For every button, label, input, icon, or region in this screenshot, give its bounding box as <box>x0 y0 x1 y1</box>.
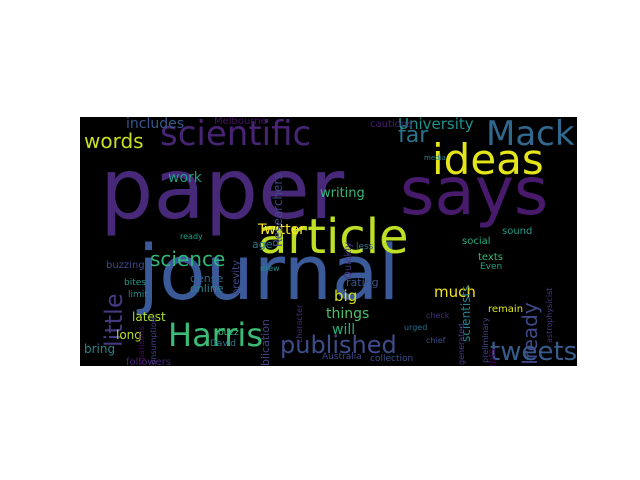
cloud-word: generated <box>457 323 466 365</box>
cloud-word: limit <box>128 290 148 300</box>
cloud-word: bring <box>84 342 116 356</box>
cloud-word: David <box>210 339 236 349</box>
cloud-word: check <box>426 311 450 320</box>
cloud-word: much <box>434 283 476 301</box>
cloud-word: long <box>116 328 142 342</box>
cloud-word: astrophysicist <box>545 287 554 343</box>
cloud-word: journal <box>138 228 400 317</box>
cloud-word: publication <box>259 319 272 366</box>
cloud-word: buzz <box>218 328 239 338</box>
cloud-word: cautions <box>370 119 413 130</box>
cloud-word: Researchers <box>271 173 285 247</box>
cloud-word: article <box>258 209 409 265</box>
cloud-word: brevity <box>231 260 242 295</box>
cloud-word: texts <box>478 252 503 263</box>
cloud-word: words <box>84 129 144 153</box>
cloud-word: Mack <box>486 117 575 154</box>
cloud-word: drew <box>260 264 280 273</box>
cloud-word: Twitter <box>258 222 305 238</box>
cloud-word: age <box>252 238 273 251</box>
cloud-word: brief <box>80 300 83 351</box>
cloud-word: says <box>400 153 549 230</box>
cloud-word: followers <box>126 357 171 367</box>
cloud-word: ideas <box>432 135 544 184</box>
cloud-word: sound <box>502 226 533 237</box>
cloud-word: University <box>398 117 474 133</box>
cloud-word: rating <box>346 276 379 289</box>
cloud-word: Harris <box>168 316 263 354</box>
cloud-word: dense <box>190 272 224 285</box>
cloud-word: less <box>356 242 374 252</box>
cloud-word: far <box>398 123 429 148</box>
cloud-word: things <box>326 306 370 322</box>
cloud-word: Quickly <box>343 242 354 279</box>
cloud-word: buzzing <box>106 260 145 271</box>
cloud-word: will <box>332 322 356 338</box>
cloud-word: science <box>150 247 226 271</box>
cloud-word: character <box>295 304 304 343</box>
cloud-word: tweets <box>490 337 577 366</box>
cloud-word: published <box>280 331 397 359</box>
cloud-word: online <box>190 282 224 295</box>
cloud-word: latest <box>132 310 166 324</box>
cloud-word: Even <box>480 262 503 272</box>
cloud-word: paper <box>100 140 345 238</box>
cloud-word: collection <box>370 354 414 364</box>
cloud-word: Melbourne <box>214 117 267 127</box>
cloud-word: bites <box>124 278 146 288</box>
cloud-word: comparisons <box>137 326 146 366</box>
cloud-word: work <box>168 170 202 186</box>
cloud-word: preliminary <box>481 317 490 363</box>
cloud-word: scientific <box>160 117 312 154</box>
cloud-word: big <box>334 287 358 305</box>
cloud-word: remain <box>488 304 524 315</box>
word-cloud: paper journal says article ideas scientific Ma… <box>80 117 577 366</box>
cloud-word: ready <box>180 232 203 241</box>
cloud-word: writing <box>320 186 365 201</box>
cloud-word: includes <box>126 117 185 132</box>
cloud-word: Australia <box>322 352 362 362</box>
cloud-word: social <box>462 236 491 247</box>
cloud-word: chief <box>426 336 446 345</box>
cloud-word: consumption <box>149 317 158 366</box>
cloud-word: media <box>424 154 446 162</box>
cloud-word: urged <box>404 323 428 332</box>
